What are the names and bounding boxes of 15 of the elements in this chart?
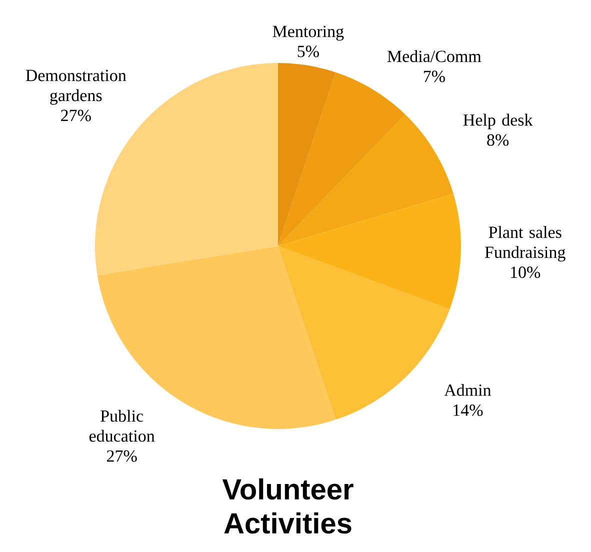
data-label: 8%: [487, 134, 509, 146]
data-label: 10%: [511, 266, 540, 278]
slice-label: Media/Comm: [387, 50, 482, 62]
slice-label: Help desk: [463, 114, 533, 130]
slice-label: Mentoring: [272, 26, 344, 41]
data-label: 14%: [454, 404, 483, 416]
slice-label: Public education: [89, 410, 155, 442]
slice-label: Demonstration gardens: [26, 70, 126, 105]
data-label: 27%: [106, 450, 137, 462]
slice-label: Plant sales Fundraising: [484, 226, 566, 262]
data-label: 27%: [61, 110, 91, 122]
data-label: 7%: [424, 70, 445, 82]
slice-label: Admin: [444, 384, 492, 396]
data-label: 5%: [298, 46, 319, 58]
text: Volunteer Activities: [222, 478, 354, 534]
